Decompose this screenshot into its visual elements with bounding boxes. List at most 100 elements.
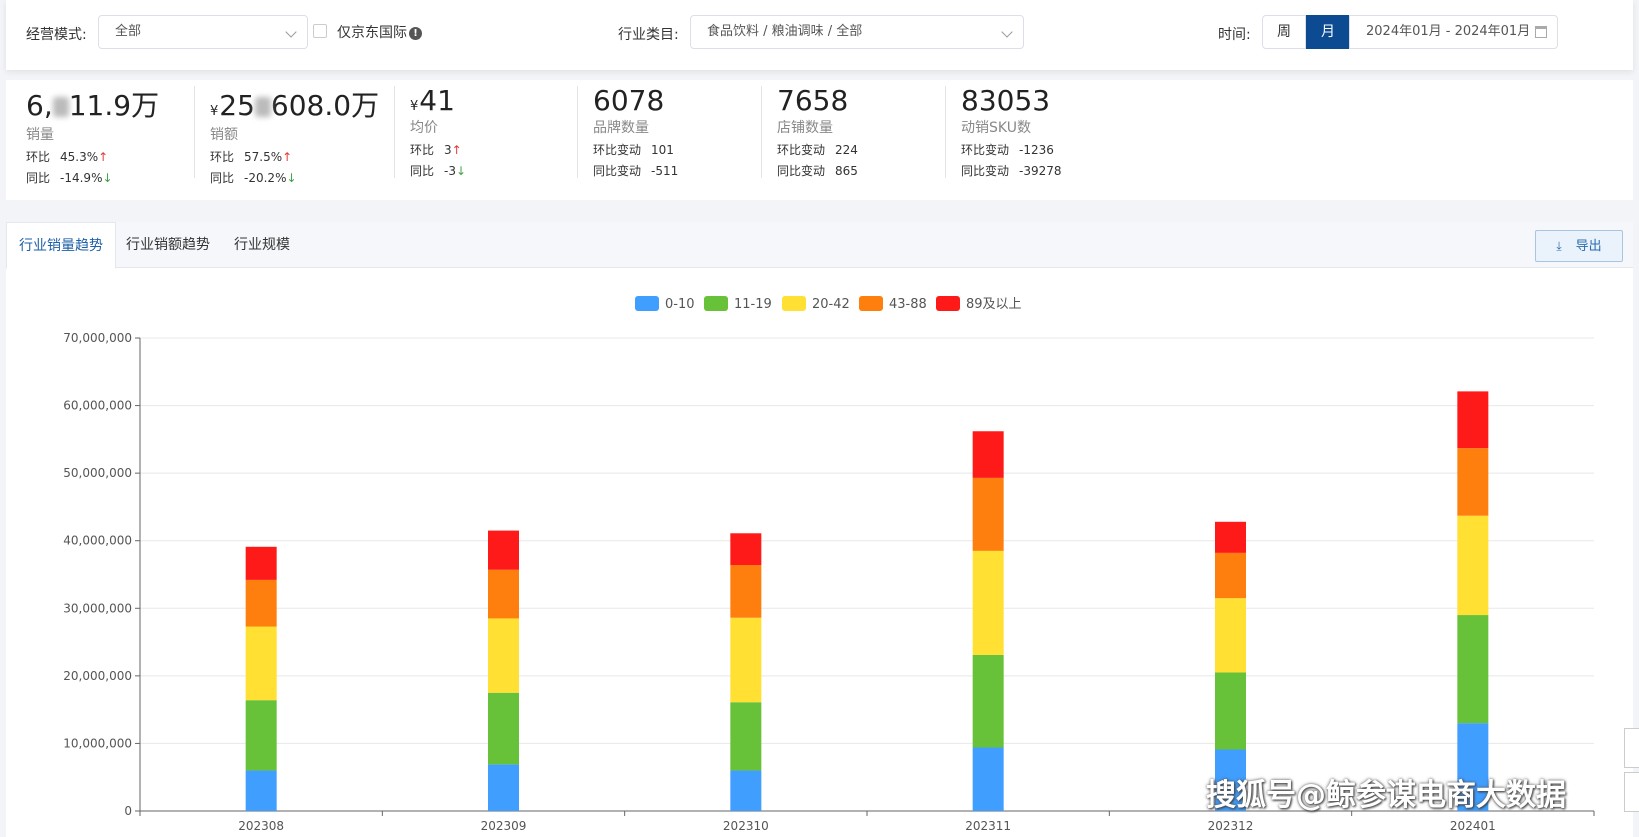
stat-sales-amount: ¥25 608.0万 销额 环比 57.5%↑ 同比 -20.2%↓: [210, 84, 380, 186]
industry-select[interactable]: 食品饮料 / 粮油调味 / 全部: [690, 15, 1024, 49]
date-range-value: 2024年01月 - 2024年01月: [1366, 24, 1531, 39]
time-label: 时间:: [1218, 27, 1251, 43]
bar-segment: [1457, 391, 1489, 449]
redaction-blur: [254, 97, 271, 117]
stat-name: 销额: [210, 127, 238, 143]
bar-segment: [488, 530, 519, 570]
x-tick-label: 202309: [481, 819, 527, 833]
tab-sales-amount-trend[interactable]: 行业销额趋势: [126, 237, 210, 253]
export-button[interactable]: ⤓ 导出: [1535, 230, 1623, 262]
stat-value: 83053: [961, 84, 1051, 117]
download-icon: ⤓: [1556, 239, 1562, 253]
side-float-button[interactable]: [1624, 772, 1639, 812]
export-label: 导出: [1575, 239, 1602, 254]
stat-value-part: 11.9万: [68, 89, 160, 122]
chart-legend: 0-10 11-19 20-42 43-88 89及以上: [6, 296, 1633, 316]
divider: [761, 86, 762, 178]
bar-segment: [730, 617, 762, 703]
chart-tabs: 行业销量趋势 行业销额趋势 行业规模 ⤓ 导出: [6, 222, 1633, 269]
stat-mom-label: 环比: [410, 143, 435, 157]
x-tick-label: 202310: [723, 819, 769, 833]
jd-intl-text: 仅京东国际: [337, 25, 407, 41]
bar-segment: [730, 565, 762, 618]
bar-segment: [1215, 521, 1246, 553]
bar-segment: [245, 700, 277, 771]
stat-value: ¥41: [410, 84, 466, 117]
stat-sku-count: 83053 动销SKU数 环比变动 -1236 同比变动 -39278: [961, 84, 1062, 184]
y-tick-label: 30,000,000: [63, 601, 132, 615]
stat-mom-value: -1236: [1019, 143, 1054, 157]
arrow-down-icon: ↓: [102, 171, 113, 185]
stat-mom: 环比变动 224: [777, 141, 858, 158]
jd-intl-label[interactable]: 仅京东国际!: [337, 22, 422, 42]
chart-panel: 行业销量趋势 行业销额趋势 行业规模 ⤓ 导出 0-10 11-19 20-42 …: [6, 222, 1633, 837]
legend-item[interactable]: 89及以上: [936, 296, 1022, 313]
stat-yoy-value: -14.9%: [60, 171, 103, 185]
stat-name: 均价: [410, 120, 438, 136]
x-tick-label: 202311: [965, 819, 1011, 833]
legend-item[interactable]: 43-88: [859, 296, 927, 313]
mode-label: 经营模式:: [26, 27, 87, 43]
jd-intl-checkbox[interactable]: [313, 24, 327, 38]
bar-segment: [1215, 672, 1246, 750]
stat-yoy-label: 同比变动: [777, 164, 826, 178]
stat-yoy: 同比变动 -39278: [961, 162, 1062, 179]
stat-mom-label: 环比变动: [593, 143, 642, 157]
stat-yoy-label: 同比: [410, 164, 435, 178]
legend-item[interactable]: 20-42: [782, 296, 850, 313]
side-float-button[interactable]: [1624, 728, 1639, 768]
stat-shop-count: 7658 店铺数量 环比变动 224 同比变动 865: [777, 84, 858, 184]
stat-yoy: 同比 -14.9%↓: [26, 169, 159, 186]
y-tick-label: 20,000,000: [63, 669, 132, 683]
info-icon[interactable]: !: [409, 27, 422, 40]
stat-mom-label: 环比变动: [777, 143, 826, 157]
bar-segment: [730, 702, 762, 771]
bar-segment: [488, 618, 519, 693]
stat-sales-volume: 6, 11.9万 销量 环比 45.3%↑ 同比 -14.9%↓: [26, 84, 160, 186]
bar-segment: [1457, 515, 1489, 616]
stat-value-part: 608.0万: [270, 89, 380, 122]
watermark: 搜狐号@鲸参谋电商大数据: [1206, 778, 1566, 813]
stat-yoy-value: -39278: [1019, 164, 1062, 178]
stat-name: 销量: [26, 127, 54, 143]
divider: [394, 86, 395, 178]
y-tick-label: 50,000,000: [63, 466, 132, 480]
stat-value: 6078: [593, 84, 665, 117]
arrow-up-icon: ↑: [451, 143, 462, 157]
date-range-picker[interactable]: 2024年01月 - 2024年01月: [1349, 15, 1558, 49]
bar-segment: [730, 770, 762, 811]
legend-label: 43-88: [889, 297, 927, 312]
bar-segment: [1457, 448, 1489, 516]
industry-label: 行业类目:: [618, 27, 679, 43]
tab-sales-volume-trend[interactable]: 行业销量趋势: [6, 222, 116, 269]
bar-segment: [1215, 598, 1246, 673]
stat-yoy: 同比变动 -511: [593, 162, 678, 179]
calendar-icon: [1535, 26, 1547, 38]
stat-mom-value: 224: [835, 143, 858, 157]
month-button[interactable]: 月: [1306, 15, 1350, 49]
legend-item[interactable]: 11-19: [704, 296, 772, 313]
bar-segment: [730, 533, 762, 566]
divider: [194, 86, 195, 178]
stat-yoy: 同比变动 865: [777, 162, 858, 179]
legend-swatch: [635, 296, 659, 311]
redaction-blur: [52, 97, 69, 117]
tab-industry-scale[interactable]: 行业规模: [234, 237, 290, 253]
stat-yoy-label: 同比变动: [593, 164, 642, 178]
bar-segment: [1215, 749, 1246, 811]
mode-select-value: 全部: [115, 24, 142, 39]
stat-yoy: 同比 -20.2%↓: [210, 169, 379, 186]
mode-select[interactable]: 全部: [98, 15, 308, 49]
stat-yoy-label: 同比: [210, 171, 235, 185]
arrow-down-icon: ↓: [455, 164, 467, 178]
stat-mom-value: 45.3%: [60, 150, 99, 164]
yen-symbol: ¥: [410, 99, 419, 114]
y-tick-label: 70,000,000: [63, 331, 132, 345]
stat-mom-label: 环比: [26, 150, 51, 164]
bar-segment: [972, 747, 1004, 811]
divider: [577, 86, 578, 178]
legend-item[interactable]: 0-10: [635, 296, 695, 313]
week-button[interactable]: 周: [1262, 15, 1306, 49]
stat-name: 店铺数量: [777, 120, 833, 136]
